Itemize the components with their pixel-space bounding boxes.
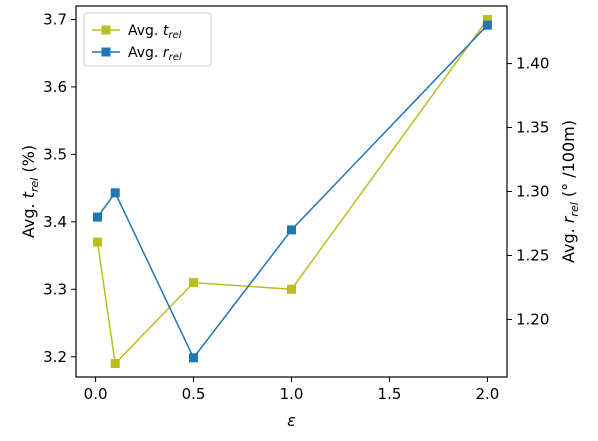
legend-marker-r-rel (101, 47, 111, 57)
legend-marker-t-rel (101, 25, 111, 35)
right-y-tick-label: 1.40 (516, 55, 549, 73)
legend-label-t-sub: rel (168, 30, 181, 41)
left-y-tick-label: 3.5 (43, 145, 67, 163)
data-point-r-rel (93, 212, 102, 222)
series-line-r-rel (96, 24, 488, 360)
left-y-label-main: Avg. (19, 198, 38, 238)
legend: Avg. trel Avg. rrel (83, 12, 212, 67)
x-tick-label: 1.0 (280, 385, 304, 403)
legend-label-r-rel: Avg. rrel (128, 45, 182, 63)
right-y-tick-label: 1.30 (516, 183, 549, 201)
left-y-axis-label: Avg. trel (%) (19, 145, 41, 238)
left-y-tick-label: 3.3 (43, 280, 67, 298)
data-point-r-rel (189, 353, 198, 363)
series-layer (93, 15, 492, 368)
left-y-axis-ticks: 3.2 3.3 3.4 3.5 3.6 3.7 (43, 10, 76, 366)
data-point-t-rel (287, 284, 296, 294)
legend-entry-r-rel: Avg. rrel (92, 45, 182, 63)
data-point-r-rel (110, 188, 120, 198)
left-y-tick-label: 3.6 (43, 78, 67, 96)
x-axis-ticks: 0.0 0.5 1.0 1.5 2.0 (84, 377, 499, 403)
right-y-label-main: Avg. (559, 223, 578, 263)
left-y-label-sub: rel (28, 178, 41, 192)
data-point-r-rel (482, 20, 492, 30)
x-tick-label: 0.5 (182, 385, 206, 403)
right-y-tick-label: 1.25 (516, 246, 549, 264)
x-axis-label: ε (287, 411, 296, 430)
x-tick-label: 1.5 (378, 385, 402, 403)
legend-label-r-sub: rel (169, 52, 182, 63)
data-point-r-rel (287, 225, 296, 235)
legend-label-r-main: Avg. (128, 45, 163, 61)
left-y-label-unit: (%) (19, 145, 38, 178)
left-y-tick-label: 3.7 (43, 10, 67, 28)
x-tick-label: 2.0 (475, 385, 499, 403)
legend-label-t-var: t (163, 23, 169, 39)
legend-label-r-var: r (163, 45, 170, 61)
left-y-label-var: t (19, 191, 38, 198)
left-y-tick-label: 3.4 (43, 213, 67, 231)
data-point-t-rel (482, 15, 492, 24)
data-point-t-rel (93, 237, 102, 247)
legend-label-t-main: Avg. (128, 23, 163, 39)
x-tick-label: 0.0 (84, 385, 108, 403)
right-y-label-sub: rel (568, 202, 581, 216)
right-y-axis-label: Avg. rrel (° /100m) (559, 120, 581, 263)
series-line-t-rel (96, 19, 489, 366)
right-y-axis-ticks: 1.20 1.25 1.30 1.35 1.40 (507, 55, 549, 328)
legend-entry-t-rel: Avg. trel (92, 23, 182, 41)
right-y-label-var: r (559, 215, 578, 223)
right-y-tick-label: 1.35 (516, 119, 549, 137)
left-y-tick-label: 3.2 (43, 348, 67, 366)
data-point-t-rel (189, 278, 198, 288)
right-y-tick-label: 1.20 (516, 310, 549, 328)
legend-label-t-rel: Avg. trel (128, 23, 182, 41)
right-y-label-unit: (° /100m) (559, 120, 578, 202)
data-point-t-rel (110, 359, 120, 368)
